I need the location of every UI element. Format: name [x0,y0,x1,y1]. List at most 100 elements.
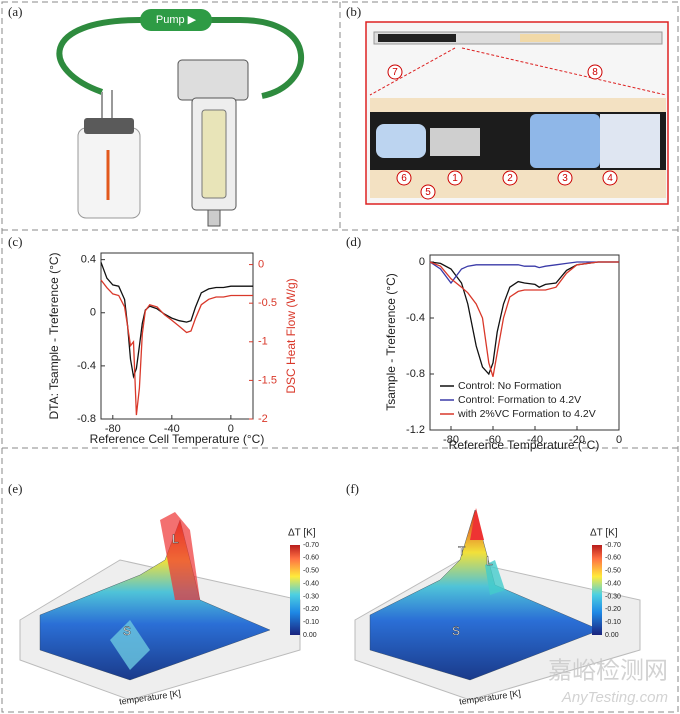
data-line [429,261,619,285]
part [600,114,660,168]
pump-diagram: Pump ▶ [56,9,305,227]
peak-label: S [123,624,131,638]
colorbar-tick: -0.60 [605,555,621,562]
colorbar [592,545,602,635]
x-tick-label: -20 [569,434,585,446]
plot-frame [100,252,254,420]
x-tick-label: -80 [443,434,459,446]
colorbar-tick: -0.30 [605,593,621,600]
callout: 4 [607,173,613,184]
cell-top [177,59,249,101]
legend-label: Control: No Formation [458,380,561,392]
data-line [429,261,619,377]
y2-tick-label: 0 [258,258,264,270]
callout: 3 [562,173,568,184]
callout-circle [447,170,463,186]
callout-circle [502,170,518,186]
y2-tick-label: -0.5 [258,297,277,309]
x-tick-label: -80 [105,423,121,435]
surface-plot [354,508,641,701]
callout-circle [387,64,403,80]
part [530,114,600,168]
pump [140,9,212,31]
colorbar-tick: -0.20 [303,606,319,613]
y2-axis-label: DSC Heat Flow (W/g) [284,278,298,393]
data-line [100,262,253,380]
y-tick-label: 0 [419,256,425,268]
x-tick-label: 0 [616,434,622,446]
pump-label: Pump ▶ [156,14,197,26]
colorbar [290,545,300,635]
panel-label: (d) [346,234,361,249]
callout: 7 [392,67,398,78]
callout-circle [587,64,603,80]
colorbar-tick: -0.70 [605,542,621,549]
cell-insert [201,109,227,199]
callout-circle [396,170,412,186]
colorbar-tick: -0.60 [303,555,319,562]
colorbar-tick: -0.10 [605,619,621,626]
y-axis-label: Tsample - Treference (°C) [384,273,398,411]
callout: 1 [452,173,458,184]
panel-label: (a) [8,4,22,19]
data-line [429,261,619,376]
zoom-line [369,47,456,96]
y-tick-label: 0.4 [81,254,96,266]
callout-circle [602,170,618,186]
y-tick-label: 0 [90,307,96,319]
callout: 5 [425,187,431,198]
colorbar-tick: 0.00 [605,632,619,639]
peak-label: L [172,532,179,546]
peak-label: L [486,554,493,568]
x-axis-label: Reference Cell Temperature (°C) [90,432,265,446]
colorbar-title: ΔT [K] [590,528,618,539]
colorbar-tick: -0.30 [303,593,319,600]
peak-label: T [458,544,466,558]
colorbar-title: ΔT [K] [288,528,316,539]
panel-label: (c) [8,234,22,249]
cell-stem [207,209,221,227]
x-tick-label: -40 [164,423,180,435]
y-tick-label: -0.8 [77,413,96,425]
y-tick-label: -1.2 [406,424,425,436]
callout: 8 [592,67,598,78]
callout: 6 [401,173,407,184]
colorbar-tick: -0.40 [303,580,319,587]
y2-tick-label: -1 [258,336,268,348]
y-axis-label: DTA: Tsample - Treference (°C) [47,252,61,419]
x-tick-label: -40 [527,434,543,446]
y2-tick-label: -2 [258,413,268,425]
data-line [100,279,253,416]
colorbar-tick: -0.50 [605,568,621,575]
x-tick-label: 0 [228,423,234,435]
panel-label: (b) [346,4,361,19]
watermark-url: AnyTesting.com [561,689,668,706]
legend-label: with 2%VC Formation to 4.2V [457,408,596,420]
tube-dark [378,34,456,42]
colorbar-tick: -0.70 [303,542,319,549]
callout-circle [420,184,436,200]
tube-image [365,21,669,205]
panel-label: (f) [346,481,359,496]
surface-plot [19,512,301,701]
x-tick-label: -60 [485,434,501,446]
plot-frame [429,254,620,431]
y-tick-label: -0.4 [406,312,425,324]
callout: 2 [507,173,513,184]
part [376,124,426,158]
colorbar-tick: -0.50 [303,568,319,575]
panel-label: (e) [8,481,22,496]
x-axis-label: Reference Temperature (°C) [449,438,600,452]
part [430,128,480,156]
colorbar-tick: -0.20 [605,606,621,613]
y-tick-label: -0.8 [406,368,425,380]
y-tick-label: -0.4 [77,360,96,372]
legend-label: Control: Formation to 4.2V [458,394,581,406]
watermark-title: 嘉峪检测网 [548,657,668,684]
y2-tick-label: -1.5 [258,374,277,386]
callout-circle [557,170,573,186]
colorbar-tick: -0.40 [605,580,621,587]
cap [84,118,134,134]
